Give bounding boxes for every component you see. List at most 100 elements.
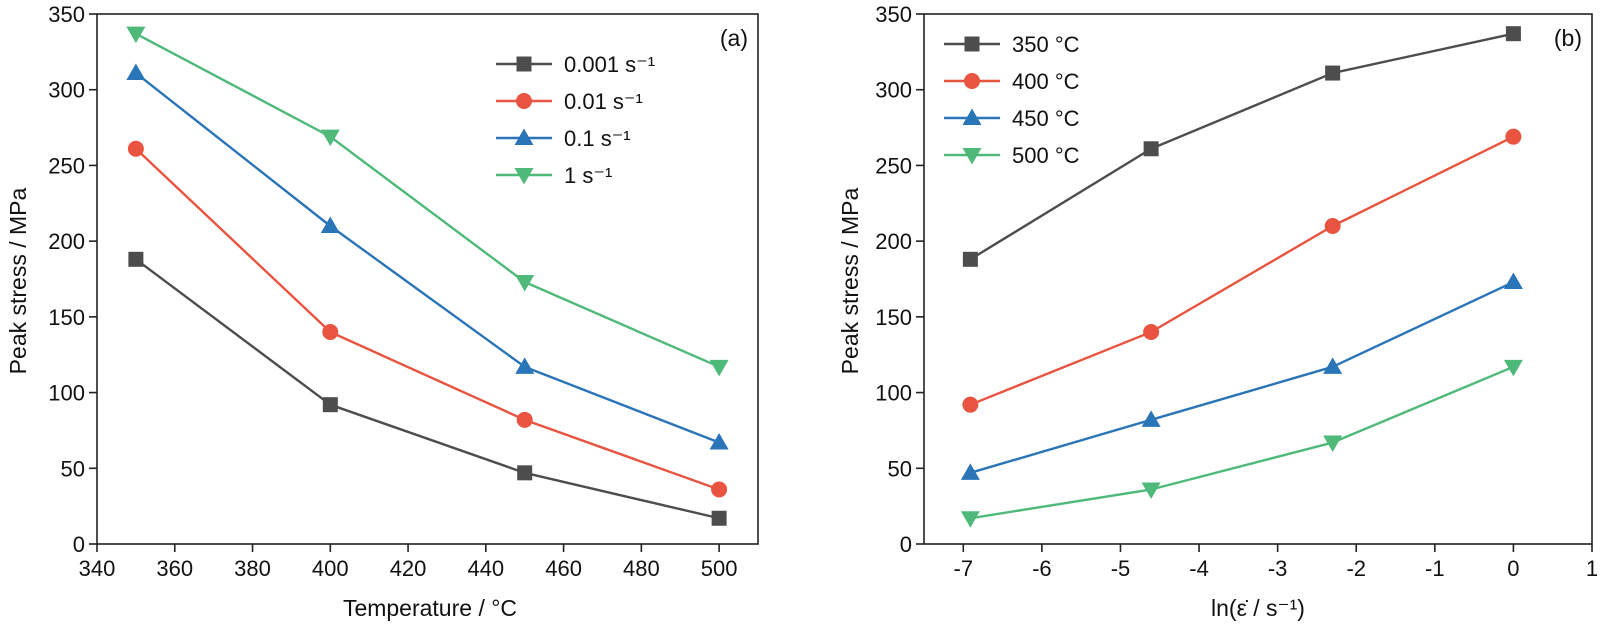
data-point [517,465,533,481]
data-point [320,216,340,233]
y-axis-title-b: Peak stress / MPa [837,187,863,374]
legend-label: 0.01 s⁻¹ [564,89,643,114]
legend-marker [516,93,532,109]
y-tick-label: 250 [875,153,912,178]
y-tick-label: 200 [48,229,85,254]
data-point [1323,435,1343,453]
y-tick-label: 150 [48,305,85,330]
x-tick-label: -2 [1346,556,1366,581]
legend-label: 500 °C [1012,143,1080,168]
panel-label-b: (b) [1554,25,1582,51]
y-tick-label: 0 [900,532,912,557]
x-tick-label: -4 [1189,556,1209,581]
y-tick-label: 300 [48,78,85,103]
x-tick-label: -7 [954,556,974,581]
data-point [126,63,146,81]
legend-a: 0.001 s⁻¹ 0.01 s⁻¹ 0.1 s⁻¹ 1 s⁻¹ [496,52,655,188]
y-tick-label: 350 [875,2,912,27]
legend-marker [964,73,980,89]
x-axis-title-b: ln(ε̇ / s⁻¹) [1211,595,1305,621]
data-point [960,463,980,480]
series-a [126,26,729,526]
legend-label: 450 °C [1012,106,1080,131]
x-axis-title-a: Temperature / °C [343,595,517,621]
plot-frame-a [96,13,759,545]
y-tick-label: 250 [48,153,85,178]
x-tick-label: -5 [1111,556,1131,581]
y-tick-label: 350 [48,2,85,27]
panel-a: 340 360 380 400 420 440 460 480 500 0 50 100 150 200 2… [5,2,759,621]
data-point [962,396,979,413]
x-tick-label: 340 [79,556,116,581]
y-tick-label: 50 [888,456,912,481]
series-line-1 [135,147,720,491]
series-line-3 [970,365,1514,520]
panel-label-a: (a) [720,25,748,51]
x-tick-label: 480 [623,556,660,581]
plot-frame-b [923,13,1593,545]
data-point [1143,141,1159,157]
data-point [128,251,144,267]
x-tick-label: 440 [467,556,504,581]
data-point [711,510,727,526]
data-point [1141,482,1161,499]
data-point [960,511,980,528]
legend-label: 400 °C [1012,69,1080,94]
data-point [322,324,339,340]
data-point [1323,357,1343,374]
x-tick-label: -6 [1032,556,1052,581]
data-point [709,359,729,377]
legend-label: 0.1 s⁻¹ [564,126,631,151]
x-tick-label: 420 [390,556,427,581]
data-point [126,26,146,44]
data-point [1503,359,1523,377]
x-tick-label: 500 [701,556,738,581]
x-tick-label: 0 [1507,556,1519,581]
data-point [962,251,978,267]
legend-label: 1 s⁻¹ [564,163,612,188]
x-tick-label: -3 [1268,556,1288,581]
data-point [320,129,340,147]
x-tick-label: -1 [1425,556,1445,581]
y-tick-label: 150 [875,305,912,330]
data-point [1503,272,1523,290]
ticks-a: 340 360 380 400 420 440 460 480 500 0 50 100 150 200 2… [48,2,737,581]
y-tick-label: 100 [875,381,912,406]
legend-marker [514,168,534,185]
panel-b: -7 -6 -5 -4 -3 -2 -1 0 1 0 50 100 150 200 250 300 350 35… [837,2,1598,621]
series-line-2 [970,280,1514,474]
series-line-0 [135,258,720,520]
data-point [515,275,535,292]
data-point [127,140,144,157]
legend-marker [962,148,982,165]
x-tick-label: 360 [156,556,193,581]
ticks-b: -7 -6 -5 -4 -3 -2 -1 0 1 0 50 100 150 200 250 300 350 [875,2,1598,581]
y-tick-label: 300 [875,78,912,103]
x-tick-label: 460 [545,556,582,581]
series-line-0 [969,32,1514,261]
legend-marker [516,56,532,72]
data-point [516,411,533,428]
y-tick-label: 0 [73,532,85,557]
series-line-1 [969,135,1514,406]
y-tick-label: 50 [61,456,85,481]
legend-marker [964,36,980,52]
x-tick-label: 380 [234,556,271,581]
x-tick-label: 1 [1586,556,1598,581]
data-point [1141,410,1161,427]
series-line-3 [135,32,720,368]
data-point [709,433,729,450]
legend-marker [514,128,534,145]
data-point [1505,128,1522,145]
data-point [1143,324,1160,340]
legend-label: 350 °C [1012,32,1080,57]
data-point [1505,26,1521,42]
legend-label: 0.001 s⁻¹ [564,52,655,77]
x-tick-label: 400 [312,556,349,581]
y-tick-label: 100 [48,381,85,406]
series-line-2 [135,72,720,444]
data-point [711,481,728,498]
legend-b: 350 °C 400 °C 450 °C 500 °C [944,32,1080,168]
data-point [322,397,338,413]
